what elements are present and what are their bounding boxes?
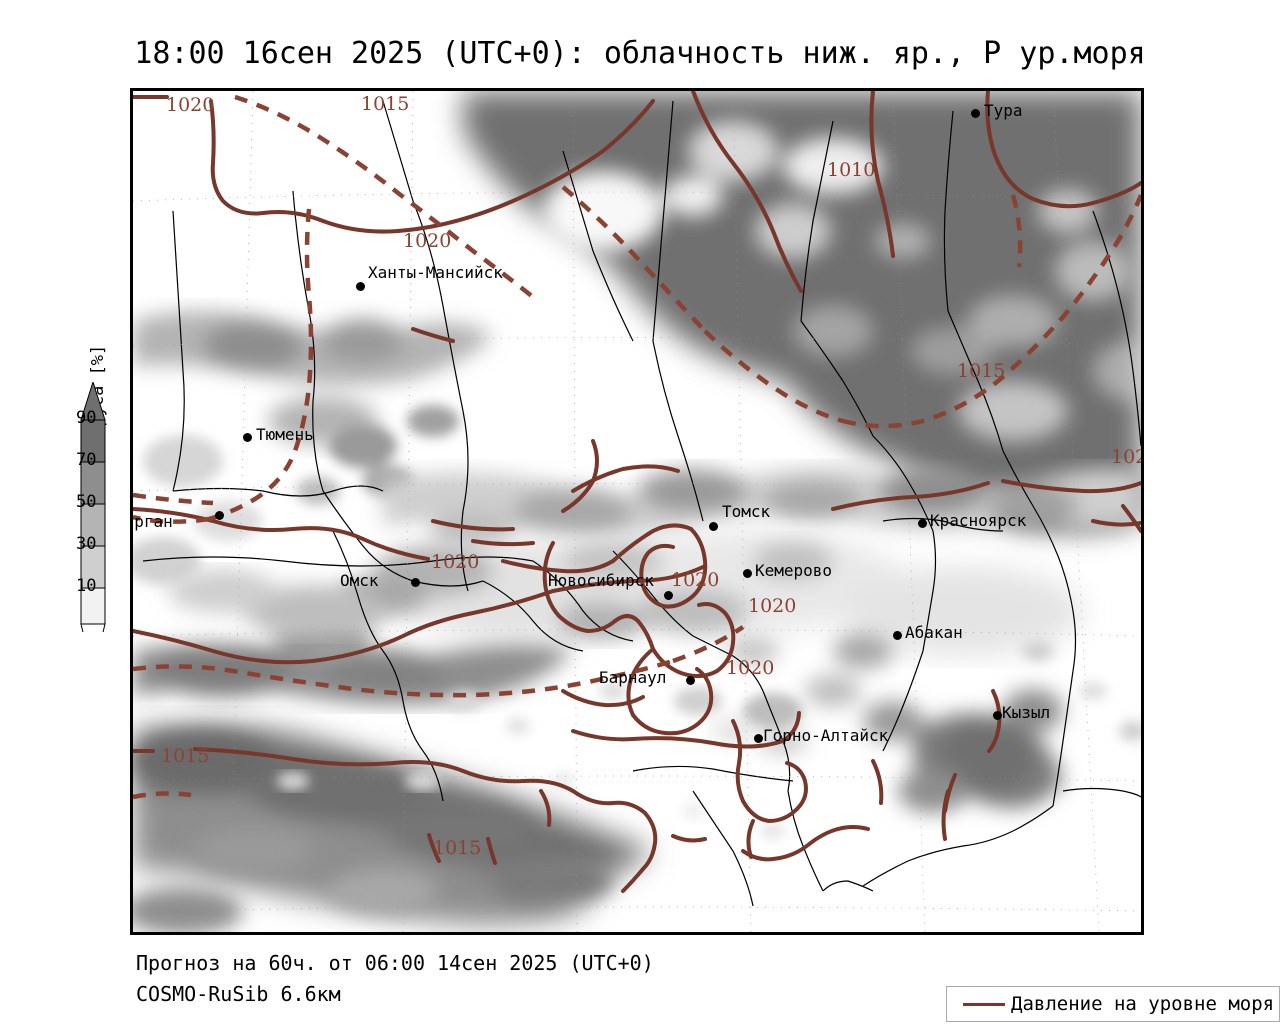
colorbar-tick-10: 10 bbox=[76, 576, 97, 596]
isobar-label: 1020 bbox=[431, 551, 480, 573]
colorbar: Облачность нижнего яруса [%] 90 70 50 30… bbox=[44, 345, 160, 680]
colorbar-tick-70: 70 bbox=[76, 450, 97, 470]
pressure-legend: Давление на уровне моря bbox=[946, 986, 1280, 1022]
isobar-label: 1015 bbox=[957, 360, 1006, 382]
map-canvas bbox=[133, 91, 1141, 932]
lat-lon-grid bbox=[133, 91, 1141, 932]
isobar-label: 1020 bbox=[1111, 446, 1141, 468]
isobar-label: 1020 bbox=[726, 657, 775, 679]
colorbar-tick-30: 30 bbox=[76, 534, 97, 554]
isobars-solid bbox=[133, 91, 1141, 893]
colorbar-tick-50: 50 bbox=[76, 492, 97, 512]
colorbar-tick-90: 90 bbox=[76, 408, 97, 428]
isobar-label: 1015 bbox=[433, 837, 482, 859]
map-panel[interactable]: 1020 1015 1010 1020 1015 1020 1020 1020 … bbox=[130, 88, 1144, 935]
isobar-label: 1010 bbox=[827, 159, 876, 181]
model-name: COSMO-RuSib 6.6км bbox=[136, 982, 341, 1006]
pressure-line-swatch bbox=[963, 1002, 1005, 1006]
cloud-cover-field bbox=[133, 91, 1141, 932]
footer-info: Прогноз на 60ч. от 06:00 14сен 2025 (UTC… bbox=[136, 948, 654, 1010]
isobar-label: 1020 bbox=[403, 230, 452, 252]
isobar-label: 1015 bbox=[161, 745, 210, 767]
isobar-label: 1020 bbox=[166, 94, 215, 116]
page-title: 18:00 16сен 2025 (UTC+0): облачность ниж… bbox=[134, 36, 1146, 71]
isobars-dashed bbox=[133, 94, 1141, 800]
isobar-label: 1015 bbox=[361, 93, 410, 115]
isobar-label: 1020 bbox=[671, 569, 720, 591]
forecast-lead-time: Прогноз на 60ч. от 06:00 14сен 2025 (UTC… bbox=[136, 951, 654, 975]
pressure-legend-label: Давление на уровне моря bbox=[1011, 993, 1275, 1015]
isobar-label: 1020 bbox=[748, 595, 797, 617]
